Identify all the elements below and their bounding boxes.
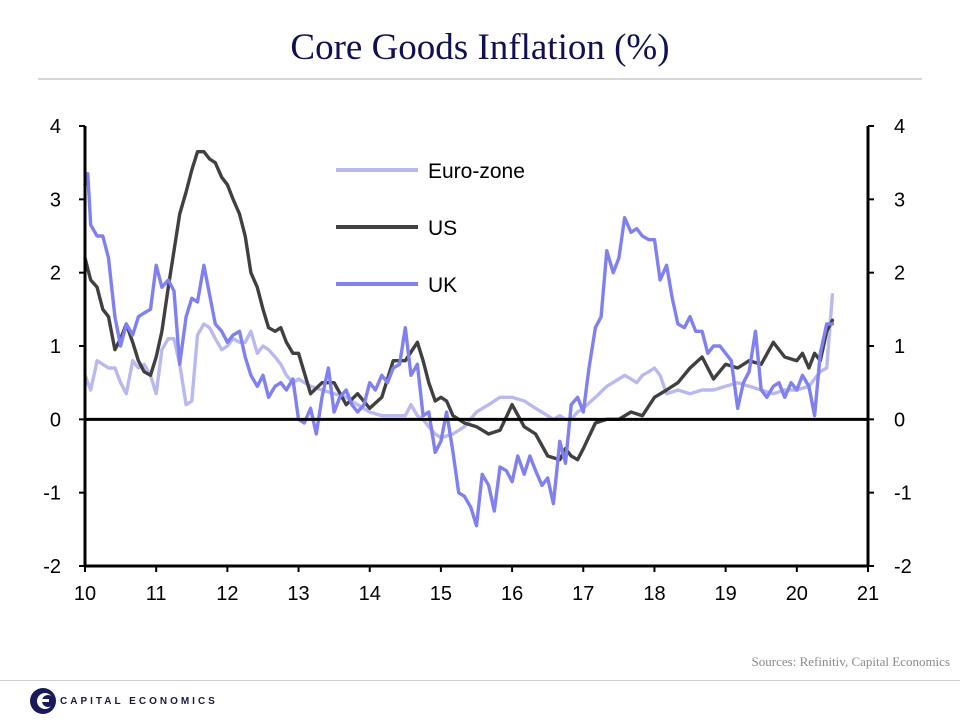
x-tick-label: 21 (857, 583, 879, 605)
legend-label-us: US (428, 217, 457, 240)
title-divider (38, 78, 922, 80)
y-tick-label-right: 1 (894, 336, 905, 358)
x-tick-label: 17 (572, 583, 594, 605)
y-tick-label-right: -1 (894, 483, 912, 505)
x-tick-label: 20 (786, 583, 808, 605)
chart-title: Core Goods Inflation (%) (290, 27, 670, 68)
x-tick-label: 18 (643, 583, 665, 605)
series-line-us (83, 149, 835, 462)
y-tick-label-right: 3 (894, 189, 905, 211)
legend-label-euro-zone: Euro-zone (428, 160, 525, 183)
x-tick-label: 13 (287, 583, 309, 605)
y-tick-label-right: 0 (894, 409, 905, 431)
y-tick-label-left: 2 (50, 263, 61, 285)
x-tick-label: 16 (501, 583, 523, 605)
y-tick-label-right: 2 (894, 263, 905, 285)
sources-note: Sources: Refinitiv, Capital Economics (751, 654, 950, 669)
y-tick-label-right: 4 (894, 116, 905, 138)
logo-wordmark: CAPITAL ECONOMICS (60, 696, 218, 707)
x-tick-label: 14 (359, 583, 381, 605)
x-tick-label: 12 (216, 583, 238, 605)
y-tick-label-left: -2 (43, 556, 61, 578)
x-tick-label: 10 (74, 583, 96, 605)
x-tick-label: 11 (146, 583, 167, 605)
y-tick-label-left: 1 (50, 336, 61, 358)
capital-economics-logo-icon (30, 688, 56, 714)
y-tick-label-left: -1 (43, 483, 61, 505)
legend-label-uk: UK (428, 274, 457, 297)
y-tick-label-right: -2 (894, 556, 912, 578)
x-tick-label: 19 (715, 583, 737, 605)
series-line-uk (83, 171, 835, 528)
y-tick-label-left: 0 (50, 409, 61, 431)
y-tick-label-left: 3 (50, 189, 61, 211)
x-tick-label: 15 (430, 583, 452, 605)
series-line-euro-zone (83, 293, 835, 440)
footer-divider (0, 680, 960, 681)
y-tick-label-left: 4 (50, 116, 61, 138)
